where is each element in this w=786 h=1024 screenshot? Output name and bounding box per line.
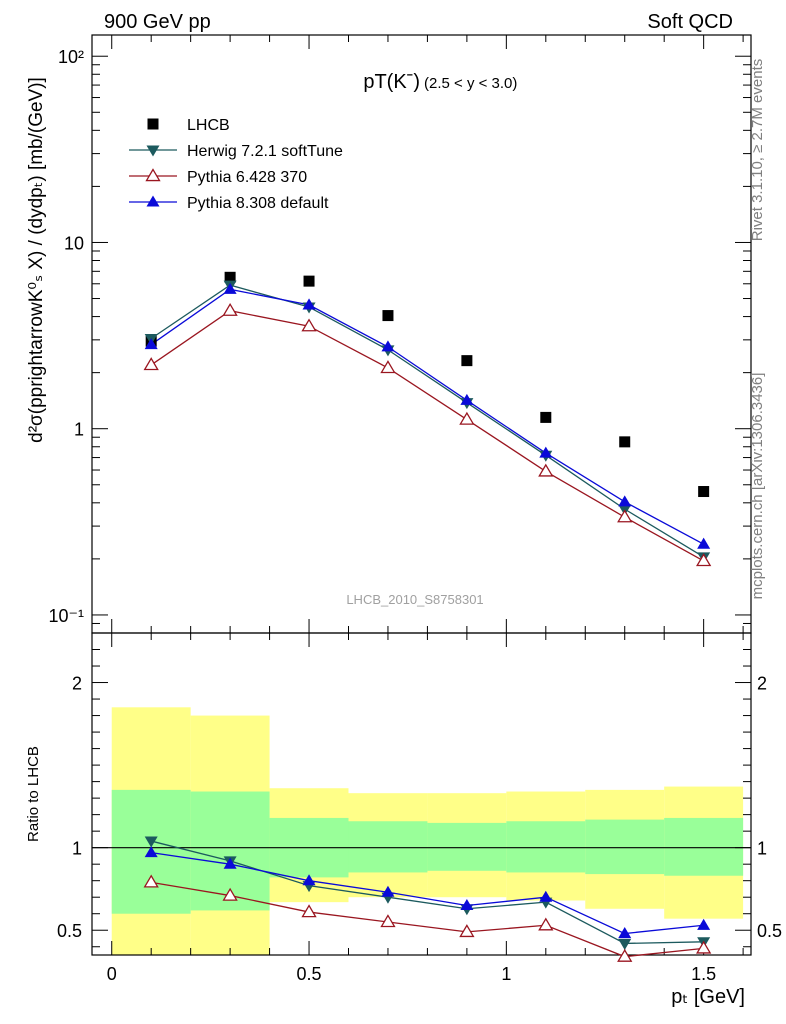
series-0-point-6 xyxy=(619,436,631,448)
y-tick-label-1: 1 xyxy=(74,420,84,440)
ratio-2-point-3 xyxy=(381,885,395,897)
series-2-point-5 xyxy=(538,463,554,477)
x-tick-label-3: 1.5 xyxy=(691,964,716,984)
series-3-point-4 xyxy=(460,393,474,405)
ratio-1-point-3 xyxy=(380,914,396,928)
legend-marker-2 xyxy=(145,168,161,182)
ratio-line-1 xyxy=(151,881,704,958)
header-right: Soft QCD xyxy=(647,11,733,33)
series-0-point-3 xyxy=(382,310,394,322)
series-3-point-7 xyxy=(697,537,711,549)
series-2-point-4 xyxy=(459,411,475,425)
series-2-point-6 xyxy=(617,509,633,523)
y-tick-label-3: 10² xyxy=(58,47,84,67)
legend-marker-3 xyxy=(146,195,160,207)
ratio-tick-label-left-2: 2 xyxy=(72,674,82,694)
chart-title: pT(Kˉ) xyxy=(363,71,420,93)
ratio-1-point-0 xyxy=(143,874,159,888)
series-0-point-5 xyxy=(540,411,552,423)
legend-marker-1 xyxy=(146,145,160,157)
header-left: 900 GeV pp xyxy=(104,11,211,33)
ratio-band-inner-5 xyxy=(506,821,586,873)
ratio-tick-label-right-1: 1 xyxy=(757,839,767,859)
ratio-plot-frame xyxy=(91,632,752,956)
series-line-3 xyxy=(150,288,704,545)
series-3-point-6 xyxy=(618,495,632,507)
axis-ticks: 0 0.5 1 1.5 10⁻¹ 1 10 10² 0.5 0.5 1 1 2 2 xyxy=(48,35,782,984)
ratio-band-inner-4 xyxy=(427,822,507,871)
chart-title-range: (2.5 < y < 3.0) xyxy=(424,75,517,92)
x-tick-label-0: 0 xyxy=(107,964,117,984)
ratio-0-point-6 xyxy=(618,938,632,950)
ratio-1-point-4 xyxy=(459,924,475,938)
ratio-tick-label-left-1: 1 xyxy=(72,839,82,859)
series-line-1 xyxy=(150,284,704,558)
ratio-tick-label-right-0: 0.5 xyxy=(757,921,782,941)
main-series xyxy=(143,271,712,567)
ratio-line-2 xyxy=(151,851,704,935)
ratio-1-point-7 xyxy=(696,940,712,954)
ratio-series xyxy=(143,836,712,962)
ratio-0-point-0 xyxy=(144,836,158,848)
ratio-1-point-6 xyxy=(617,948,633,962)
side-text-top: Rivet 3.1.10, ≥ 2.7M events xyxy=(749,59,766,242)
legend-label-2: Pythia 6.428 370 xyxy=(187,169,307,186)
ratio-2-point-0 xyxy=(144,846,158,858)
ratio-tick-label-right-2: 2 xyxy=(757,674,767,694)
series-3-point-3 xyxy=(381,340,395,352)
series-line-2 xyxy=(150,310,704,562)
legend-label-1: Herwig 7.2.1 softTune xyxy=(187,143,343,160)
series-0-point-1 xyxy=(224,271,236,283)
series-3-point-5 xyxy=(539,446,553,458)
x-tick-label-1: 0.5 xyxy=(297,964,322,984)
series-2-point-0 xyxy=(143,357,159,371)
y-tick-label-0: 10⁻¹ xyxy=(48,606,84,626)
series-3-point-0 xyxy=(144,338,158,350)
x-tick-label-2: 1 xyxy=(501,964,511,984)
x-axis-label: pₜ [GeV] xyxy=(671,986,745,1008)
ratio-2-point-4 xyxy=(460,898,474,911)
ratio-band-inner-3 xyxy=(348,821,428,873)
series-3-point-2 xyxy=(302,298,316,310)
ratio-2-point-6 xyxy=(618,927,632,939)
series-0-point-2 xyxy=(303,275,315,287)
ratio-2-point-7 xyxy=(697,918,711,930)
side-text-bottom: mcplots.cern.ch [arXiv:1306.3436] xyxy=(749,373,766,600)
ratio-y-axis-label: Ratio to LHCB xyxy=(25,746,42,842)
ratio-bands xyxy=(92,707,751,955)
watermark: LHCB_2010_S8758301 xyxy=(346,592,483,607)
ratio-2-point-5 xyxy=(539,890,553,902)
ratio-1-point-1 xyxy=(222,887,238,901)
series-2-point-1 xyxy=(222,302,238,316)
legend-label-0: LHCB xyxy=(187,117,230,134)
series-0-point-4 xyxy=(461,355,473,367)
series-2-point-3 xyxy=(380,360,396,374)
ratio-2-point-1 xyxy=(223,857,237,869)
series-0-point-7 xyxy=(698,486,710,498)
ratio-2-point-2 xyxy=(302,874,316,886)
ratio-1-point-2 xyxy=(301,904,317,918)
ratio-band-inner-7 xyxy=(664,817,744,876)
y-tick-label-2: 10 xyxy=(64,233,84,253)
legend-marker-0 xyxy=(147,118,159,130)
plot-frames xyxy=(91,34,752,956)
legend: LHCB Herwig 7.2.1 softTune Pythia 6.428 37… xyxy=(129,117,343,212)
ratio-line-0 xyxy=(151,840,704,945)
ratio-tick-label-left-0: 0.5 xyxy=(57,921,82,941)
series-2-point-7 xyxy=(696,553,712,567)
series-2-point-2 xyxy=(301,318,317,332)
ratio-band-inner-6 xyxy=(585,819,665,875)
legend-label-3: Pythia 8.308 default xyxy=(187,195,329,212)
ratio-1-point-5 xyxy=(538,917,554,931)
y-axis-label: d²σ(pprightarrowK⁰ₛ X) / (dydpₜ) [mb/(Ge… xyxy=(26,77,47,443)
series-3-point-1 xyxy=(223,282,237,294)
